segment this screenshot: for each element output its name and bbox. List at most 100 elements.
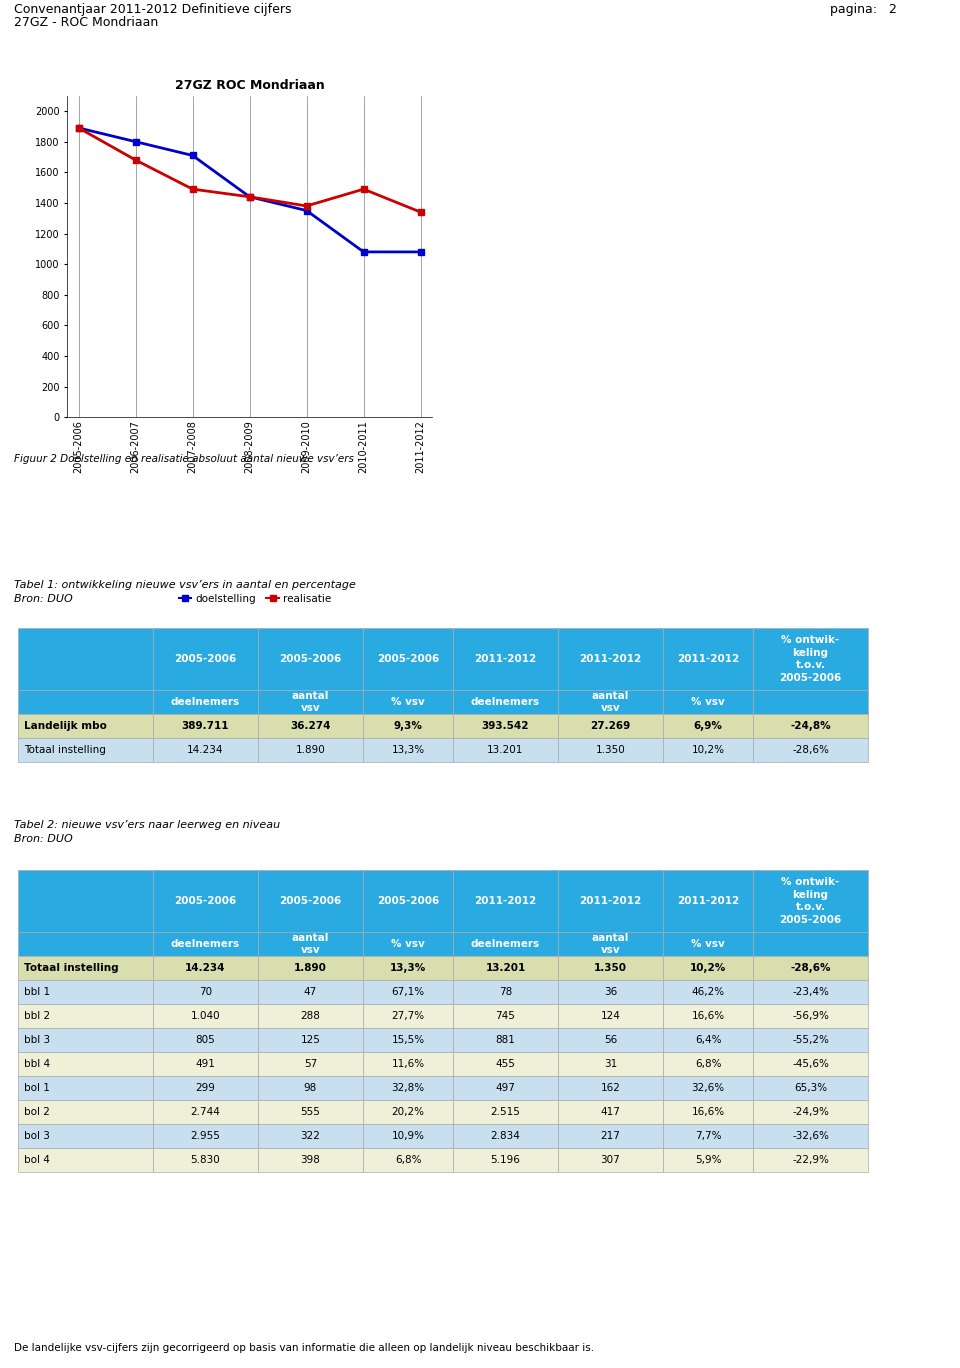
Text: 162: 162 (601, 1083, 620, 1093)
Bar (153, 979, 258, 1004)
Text: 98: 98 (304, 1083, 317, 1093)
Text: 417: 417 (601, 1107, 620, 1118)
Bar (753, 689, 868, 714)
Text: Convenantjaar 2011-2012 Definitieve cijfers: Convenantjaar 2011-2012 Definitieve cijf… (14, 3, 292, 16)
Text: aantal
vsv: aantal vsv (591, 933, 629, 955)
Text: 5,9%: 5,9% (695, 1155, 721, 1166)
Bar (753, 628, 868, 689)
Text: 65,3%: 65,3% (794, 1083, 828, 1093)
Bar (663, 1027, 753, 1052)
Text: 805: 805 (196, 1036, 215, 1045)
Text: 13.201: 13.201 (486, 963, 526, 973)
Text: 13,3%: 13,3% (392, 746, 424, 755)
Text: 47: 47 (304, 986, 317, 997)
Text: 36.274: 36.274 (290, 721, 331, 731)
Bar (363, 1124, 453, 1148)
Text: 13.201: 13.201 (488, 746, 524, 755)
Bar (753, 1100, 868, 1124)
Bar (363, 870, 453, 932)
Text: 2.834: 2.834 (491, 1131, 520, 1141)
Bar (258, 1027, 363, 1052)
Text: 2005-2006: 2005-2006 (175, 654, 236, 663)
Text: -56,9%: -56,9% (792, 1011, 828, 1021)
Text: 6,8%: 6,8% (695, 1059, 721, 1068)
Text: 2005-2006: 2005-2006 (377, 654, 439, 663)
Bar (753, 956, 868, 979)
Text: 491: 491 (196, 1059, 215, 1068)
Text: 2011-2012: 2011-2012 (677, 896, 739, 906)
Bar (363, 714, 453, 737)
Text: 11,6%: 11,6% (392, 1059, 424, 1068)
Bar (258, 979, 363, 1004)
Text: 32,6%: 32,6% (691, 1083, 725, 1093)
Bar (453, 1027, 558, 1052)
Text: bol 4: bol 4 (24, 1155, 50, 1166)
Bar (558, 956, 663, 979)
Bar (153, 870, 258, 932)
Text: % vsv: % vsv (691, 938, 725, 949)
Text: 2.744: 2.744 (191, 1107, 221, 1118)
Text: 9,3%: 9,3% (394, 721, 422, 731)
Bar (663, 1124, 753, 1148)
Text: 6,8%: 6,8% (395, 1155, 421, 1166)
Text: bbl 3: bbl 3 (24, 1036, 50, 1045)
Bar (558, 737, 663, 762)
Text: -45,6%: -45,6% (792, 1059, 828, 1068)
Text: 455: 455 (495, 1059, 516, 1068)
Text: -28,6%: -28,6% (792, 746, 828, 755)
Bar (258, 1100, 363, 1124)
Bar (18, 1077, 153, 1100)
Text: bbl 4: bbl 4 (24, 1059, 50, 1068)
Text: 20,2%: 20,2% (392, 1107, 424, 1118)
Bar (18, 1052, 153, 1077)
Bar (153, 956, 258, 979)
Text: 10,2%: 10,2% (691, 746, 725, 755)
Text: aantal
vsv: aantal vsv (591, 691, 629, 713)
Text: Tabel 2: nieuwe vsv’ers naar leerweg en niveau: Tabel 2: nieuwe vsv’ers naar leerweg en … (14, 819, 280, 830)
Text: 745: 745 (495, 1011, 516, 1021)
Bar (258, 1124, 363, 1148)
Text: 16,6%: 16,6% (691, 1107, 725, 1118)
Bar (18, 1124, 153, 1148)
Bar (558, 628, 663, 689)
Text: 2.955: 2.955 (191, 1131, 221, 1141)
Bar (153, 628, 258, 689)
Text: 2011-2012: 2011-2012 (580, 896, 641, 906)
Bar (453, 979, 558, 1004)
Text: 13,3%: 13,3% (390, 963, 426, 973)
Bar (453, 1124, 558, 1148)
Text: 1.040: 1.040 (191, 1011, 220, 1021)
Bar (753, 1148, 868, 1172)
Bar (663, 979, 753, 1004)
Text: 10,2%: 10,2% (690, 963, 726, 973)
Text: % ontwik-
keling
t.o.v.
2005-2006: % ontwik- keling t.o.v. 2005-2006 (780, 635, 842, 683)
Bar (153, 1100, 258, 1124)
Bar (363, 1077, 453, 1100)
Text: 2011-2012: 2011-2012 (677, 654, 739, 663)
Bar (753, 870, 868, 932)
Bar (18, 737, 153, 762)
Bar (153, 1148, 258, 1172)
Bar (663, 932, 753, 956)
Text: 322: 322 (300, 1131, 321, 1141)
Text: -28,6%: -28,6% (790, 963, 830, 973)
Bar (453, 628, 558, 689)
Bar (453, 1100, 558, 1124)
Text: 16,6%: 16,6% (691, 1011, 725, 1021)
Text: 27,7%: 27,7% (392, 1011, 424, 1021)
Bar (453, 1004, 558, 1027)
Text: 70: 70 (199, 986, 212, 997)
Bar (663, 870, 753, 932)
Bar (753, 1124, 868, 1148)
Bar (558, 1004, 663, 1027)
Text: 78: 78 (499, 986, 512, 997)
Bar (558, 1077, 663, 1100)
Text: 27GZ - ROC Mondriaan: 27GZ - ROC Mondriaan (14, 16, 158, 29)
Bar (663, 628, 753, 689)
Text: aantal
vsv: aantal vsv (292, 691, 329, 713)
Text: 1.350: 1.350 (595, 746, 625, 755)
Bar (663, 956, 753, 979)
Text: % vsv: % vsv (691, 698, 725, 707)
Text: 398: 398 (300, 1155, 321, 1166)
Bar (558, 689, 663, 714)
